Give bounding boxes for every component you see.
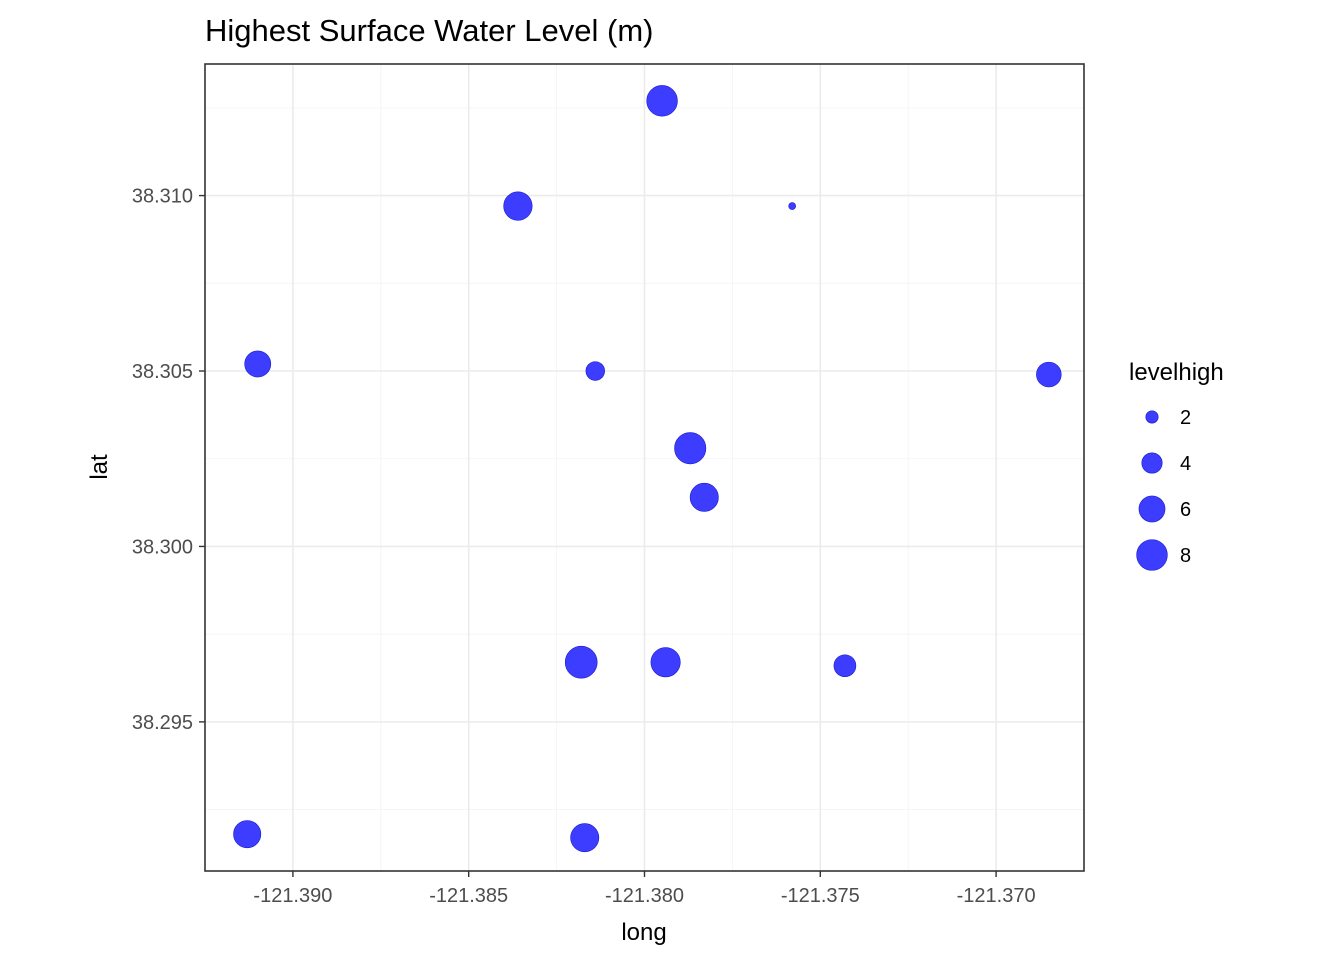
data-point (646, 85, 678, 117)
legend-key (1141, 452, 1163, 474)
x-axis-ticks: -121.390 -121.385 -121.380 -121.375 -121.370 (253, 871, 1036, 907)
y-tick-label: 38.295 (132, 712, 193, 734)
data-point (585, 361, 605, 381)
data-point (1036, 361, 1062, 388)
legend-label: 2 (1180, 407, 1191, 429)
legend-label: 8 (1180, 545, 1191, 567)
legend-title: levelhigh (1129, 359, 1224, 386)
x-tick-label: -121.385 (429, 885, 508, 907)
legend-key (1145, 410, 1159, 424)
data-point (833, 654, 857, 678)
data-point (570, 823, 600, 853)
size-legend: levelhigh 2 4 6 8 (1129, 359, 1224, 571)
legend-key (1138, 495, 1166, 523)
legend-label: 4 (1180, 453, 1191, 475)
y-axis-title: lat (86, 454, 113, 480)
legend-entries: 2 4 6 8 (1136, 407, 1191, 571)
chart-title: Highest Surface Water Level (m) (205, 13, 654, 48)
y-axis-ticks: 38.295 38.300 38.305 38.310 (132, 186, 205, 734)
x-axis-title: long (621, 919, 666, 946)
y-tick-label: 38.300 (132, 536, 193, 558)
y-tick-label: 38.310 (132, 186, 193, 208)
x-tick-label: -121.390 (253, 885, 332, 907)
y-tick-label: 38.305 (132, 361, 193, 383)
plot-grid (205, 64, 1084, 871)
x-tick-label: -121.380 (605, 885, 684, 907)
legend-key (1136, 539, 1168, 571)
data-point (503, 191, 533, 221)
data-point (788, 202, 796, 210)
plot-points (233, 85, 1062, 853)
data-point (244, 350, 272, 378)
data-point (650, 647, 681, 678)
data-point (233, 820, 262, 849)
data-point (689, 482, 719, 512)
x-tick-label: -121.370 (957, 885, 1036, 907)
data-point (564, 645, 598, 679)
legend-label: 6 (1180, 499, 1191, 521)
data-point (674, 432, 707, 465)
x-tick-label: -121.375 (781, 885, 860, 907)
